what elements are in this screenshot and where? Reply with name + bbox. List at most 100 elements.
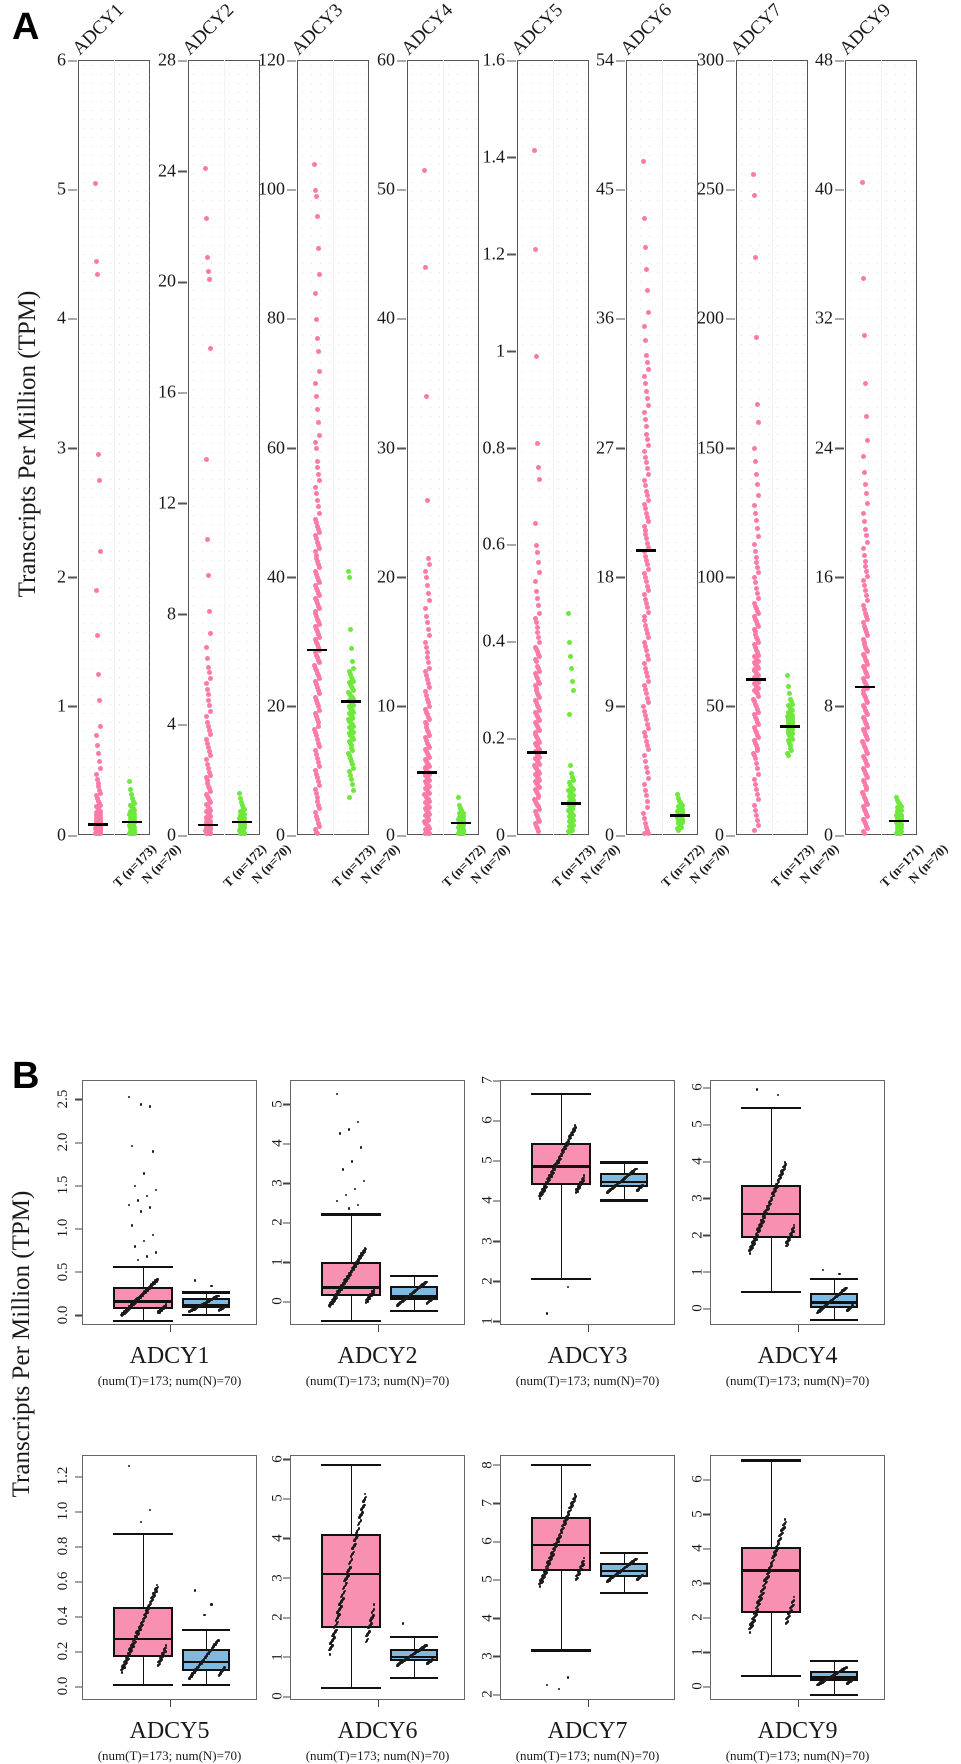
data-point — [317, 823, 323, 829]
data-point — [315, 720, 321, 726]
jitter-point — [353, 1263, 356, 1267]
data-point — [642, 708, 648, 714]
jitter-point — [407, 1656, 410, 1659]
data-point — [535, 441, 541, 447]
jitter-point — [838, 1291, 842, 1295]
data-point — [537, 739, 543, 745]
data-point — [316, 577, 322, 583]
data-point — [425, 655, 431, 661]
data-point — [861, 578, 867, 584]
y-tick-label: 6 — [689, 1471, 711, 1488]
outlier-point — [142, 1239, 146, 1243]
jitter-point — [339, 1606, 342, 1610]
data-point — [312, 381, 318, 387]
data-point — [312, 549, 318, 555]
outlier-point — [362, 1179, 366, 1183]
jitter-point — [769, 1199, 773, 1202]
outlier-point — [821, 1268, 825, 1272]
jitter-point — [342, 1586, 346, 1589]
data-point — [566, 610, 572, 616]
jitter-point — [849, 1305, 853, 1309]
data-point — [204, 686, 210, 692]
data-point — [316, 471, 322, 477]
data-point — [864, 633, 870, 639]
y-tick-label: 12 — [158, 492, 188, 513]
jitter-point — [415, 1287, 419, 1291]
data-point — [97, 723, 103, 729]
jitter-point — [762, 1216, 766, 1220]
data-point — [644, 359, 650, 365]
data-point — [754, 559, 760, 565]
data-point — [643, 644, 649, 650]
y-tick-label: 20 — [377, 566, 407, 587]
jitter-point — [336, 1611, 339, 1614]
jitter-point — [155, 1583, 159, 1587]
jitter-point — [546, 1182, 550, 1185]
data-point — [644, 514, 650, 520]
y-tick-label: 0 — [824, 825, 845, 846]
jitter-point — [223, 1666, 226, 1670]
data-point — [315, 465, 321, 471]
jitter-point — [355, 1536, 358, 1539]
data-point — [130, 796, 136, 802]
jitter-point — [753, 1236, 757, 1239]
jitter-point — [548, 1556, 551, 1560]
data-point — [643, 483, 649, 489]
jitter-point — [141, 1617, 145, 1621]
data-point — [314, 775, 320, 781]
data-point — [314, 588, 320, 594]
jitter-point — [156, 1311, 160, 1315]
data-point — [314, 458, 320, 464]
jitter-point — [219, 1308, 222, 1311]
jitter-point — [412, 1290, 416, 1293]
jitter-point — [217, 1309, 221, 1312]
data-point — [862, 583, 868, 589]
jitter-point — [621, 1178, 625, 1181]
data-point — [95, 633, 101, 639]
jitter-point — [349, 1271, 353, 1274]
jitter-point — [780, 1170, 783, 1173]
jitter-point — [360, 1508, 363, 1511]
data-point — [860, 620, 866, 626]
jitter-point — [568, 1137, 572, 1140]
jitter-point — [580, 1561, 584, 1564]
data-point — [861, 831, 867, 836]
jitter-point — [421, 1646, 424, 1649]
jitter-point — [338, 1287, 341, 1290]
jitter-point — [330, 1645, 334, 1649]
plot-frame — [500, 1455, 675, 1700]
data-point — [864, 500, 870, 506]
jitter-point — [220, 1307, 224, 1311]
data-point — [534, 353, 540, 359]
jitter-point — [825, 1303, 829, 1306]
jitter-point — [356, 1258, 360, 1261]
median-line — [530, 1544, 591, 1547]
jitter-point — [774, 1183, 778, 1186]
jitter-point — [762, 1587, 766, 1590]
data-point — [753, 644, 759, 650]
jitter-point — [126, 1306, 130, 1310]
data-point — [427, 665, 433, 671]
outlier-point — [151, 1150, 155, 1153]
data-point — [316, 632, 322, 637]
data-point — [644, 770, 650, 776]
y-tick-label: 7 — [479, 1072, 501, 1089]
whisker-cap — [389, 1274, 438, 1277]
median-bar — [855, 685, 876, 689]
jitter-point — [211, 1645, 215, 1648]
jitter-point — [634, 1167, 637, 1171]
jitter-point — [539, 1579, 542, 1582]
data-point — [312, 726, 318, 732]
y-tick-label: 250 — [697, 179, 736, 200]
jitter-point — [216, 1294, 219, 1298]
jitter-point — [358, 1255, 362, 1258]
median-line — [530, 1165, 591, 1168]
jitter-point — [839, 1290, 843, 1294]
plot-frame — [710, 1455, 885, 1700]
center-divider — [443, 60, 445, 835]
y-tick-label: 300 — [697, 50, 736, 71]
jitter-point — [769, 1196, 773, 1200]
data-point — [314, 655, 320, 661]
data-point — [313, 484, 319, 490]
jitter-point — [341, 1283, 345, 1286]
